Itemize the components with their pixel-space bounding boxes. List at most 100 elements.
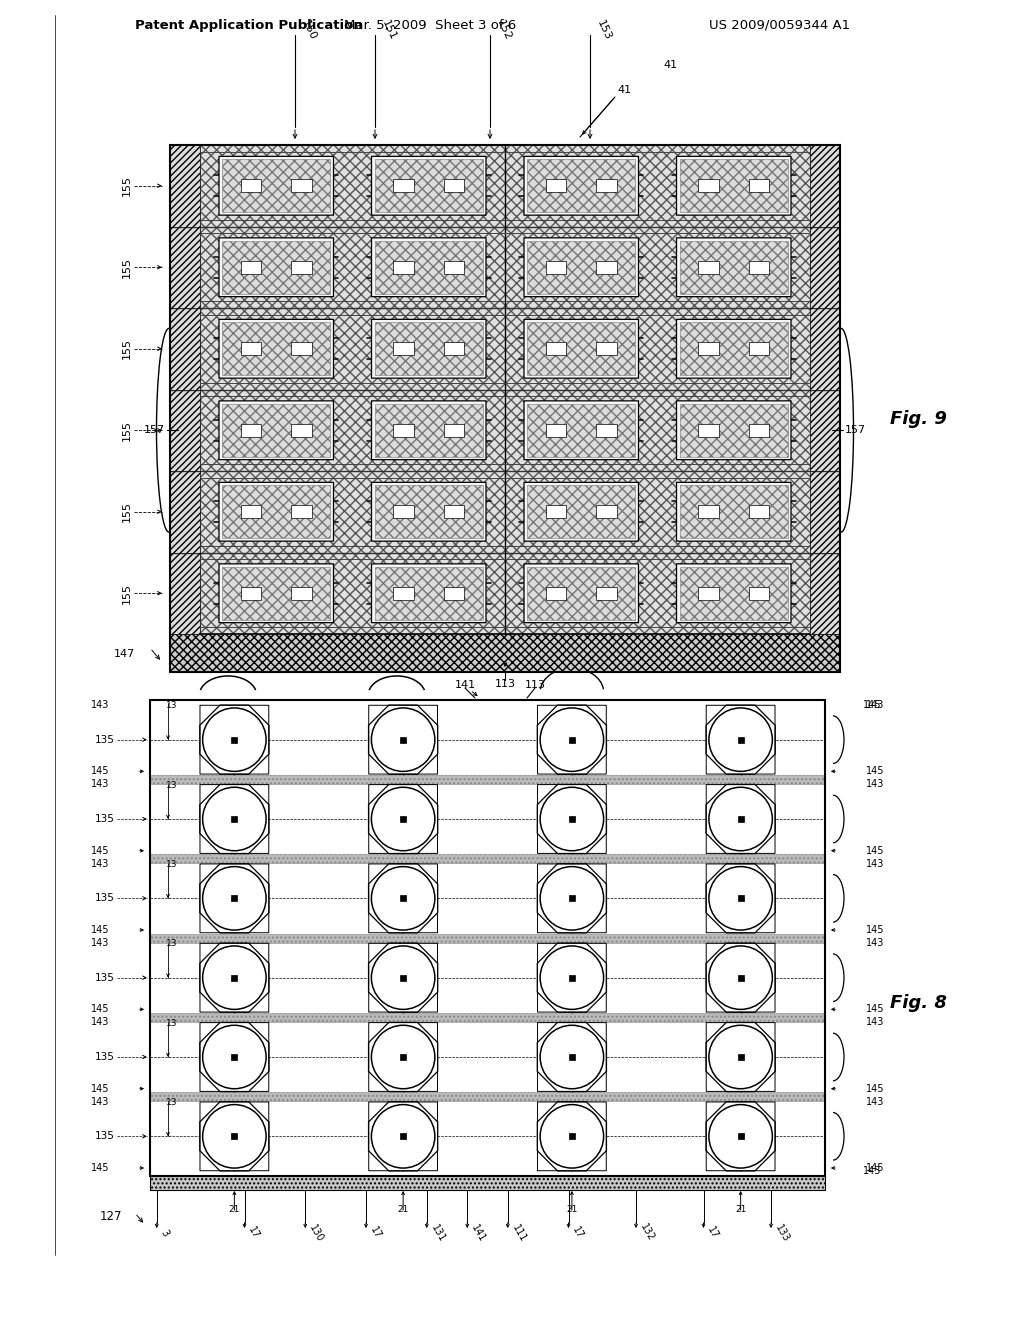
Bar	[393, 342, 414, 355]
Text: 17: 17	[706, 1225, 720, 1241]
Text: 21: 21	[558, 805, 567, 814]
Circle shape	[709, 946, 772, 1010]
Text: Fig. 9: Fig. 9	[890, 409, 947, 428]
Bar	[680, 322, 787, 375]
Text: 145: 145	[866, 767, 885, 776]
Text: 3: 3	[159, 1228, 170, 1238]
Bar	[737, 1134, 743, 1139]
Bar	[569, 895, 574, 902]
Text: 21: 21	[397, 1205, 409, 1214]
Text: 143: 143	[866, 779, 885, 789]
Bar	[810, 227, 840, 308]
FancyBboxPatch shape	[524, 238, 639, 297]
FancyBboxPatch shape	[677, 156, 791, 215]
Bar	[443, 506, 464, 519]
Bar	[569, 737, 574, 743]
Bar	[698, 180, 719, 193]
Text: 135: 135	[95, 1052, 115, 1063]
Circle shape	[372, 1105, 435, 1168]
Bar	[596, 587, 616, 599]
Bar	[569, 1134, 574, 1139]
Polygon shape	[369, 863, 437, 933]
Polygon shape	[200, 863, 269, 933]
Bar	[170, 227, 200, 308]
Bar	[222, 322, 331, 375]
FancyBboxPatch shape	[219, 238, 334, 297]
Bar	[698, 424, 719, 437]
Text: 132: 132	[638, 1222, 656, 1243]
FancyBboxPatch shape	[219, 401, 334, 459]
Bar	[810, 145, 840, 227]
Text: 145: 145	[866, 1163, 885, 1173]
Text: 21: 21	[389, 726, 399, 735]
Bar	[241, 587, 261, 599]
Bar	[222, 160, 331, 213]
FancyBboxPatch shape	[524, 482, 639, 541]
Text: 143: 143	[866, 859, 885, 869]
Bar	[680, 404, 787, 457]
Text: 111: 111	[510, 1222, 527, 1243]
Text: 157: 157	[845, 425, 866, 436]
Text: 13: 13	[166, 701, 178, 710]
Text: 145: 145	[866, 1084, 885, 1094]
Bar	[737, 816, 743, 822]
Text: 155: 155	[122, 338, 132, 359]
Bar	[200, 553, 505, 634]
Text: 21: 21	[727, 1043, 736, 1052]
Circle shape	[372, 708, 435, 771]
FancyBboxPatch shape	[677, 238, 791, 297]
Text: 145: 145	[90, 846, 109, 855]
FancyBboxPatch shape	[372, 156, 486, 215]
Text: 155: 155	[122, 257, 132, 277]
Bar	[596, 261, 616, 273]
Text: Fig. 8: Fig. 8	[890, 994, 947, 1011]
Circle shape	[709, 867, 772, 931]
Text: 151: 151	[380, 18, 398, 42]
Bar	[241, 506, 261, 519]
Text: 21: 21	[389, 805, 399, 814]
Text: 130: 130	[307, 1222, 325, 1243]
Circle shape	[709, 1026, 772, 1089]
Bar	[291, 424, 311, 437]
Text: 143: 143	[863, 1166, 882, 1176]
Text: 17: 17	[368, 1225, 383, 1241]
Bar	[443, 180, 464, 193]
Bar	[241, 261, 261, 273]
Text: 21: 21	[558, 1043, 567, 1052]
Text: 153: 153	[595, 18, 613, 42]
FancyBboxPatch shape	[219, 482, 334, 541]
Bar	[443, 261, 464, 273]
Bar	[505, 389, 810, 471]
Text: 135: 135	[95, 1131, 115, 1142]
Text: 21: 21	[735, 1205, 746, 1214]
Text: 157: 157	[144, 425, 165, 436]
Bar	[200, 308, 505, 389]
Bar	[546, 506, 566, 519]
Circle shape	[203, 867, 266, 931]
Text: US 2009/0059344 A1: US 2009/0059344 A1	[710, 18, 851, 32]
Polygon shape	[538, 1102, 606, 1171]
Text: 13: 13	[166, 940, 178, 949]
Circle shape	[203, 1105, 266, 1168]
Text: 133: 133	[773, 1222, 791, 1243]
Bar	[393, 180, 414, 193]
Circle shape	[203, 787, 266, 850]
Circle shape	[372, 946, 435, 1010]
Text: 13: 13	[166, 1098, 178, 1107]
Bar	[170, 308, 200, 389]
Text: 21: 21	[228, 1205, 240, 1214]
Bar	[150, 1092, 825, 1101]
Polygon shape	[538, 863, 606, 933]
Text: Patent Application Publication: Patent Application Publication	[135, 18, 362, 32]
Bar	[527, 566, 636, 619]
Bar	[680, 160, 787, 213]
Text: 21: 21	[727, 964, 736, 973]
FancyBboxPatch shape	[219, 564, 334, 623]
Bar	[375, 160, 483, 213]
Text: 13: 13	[166, 861, 178, 869]
Bar	[241, 180, 261, 193]
Text: 143: 143	[91, 859, 109, 869]
Bar	[170, 634, 840, 672]
Text: 21: 21	[389, 884, 399, 894]
Text: 21: 21	[221, 964, 230, 973]
